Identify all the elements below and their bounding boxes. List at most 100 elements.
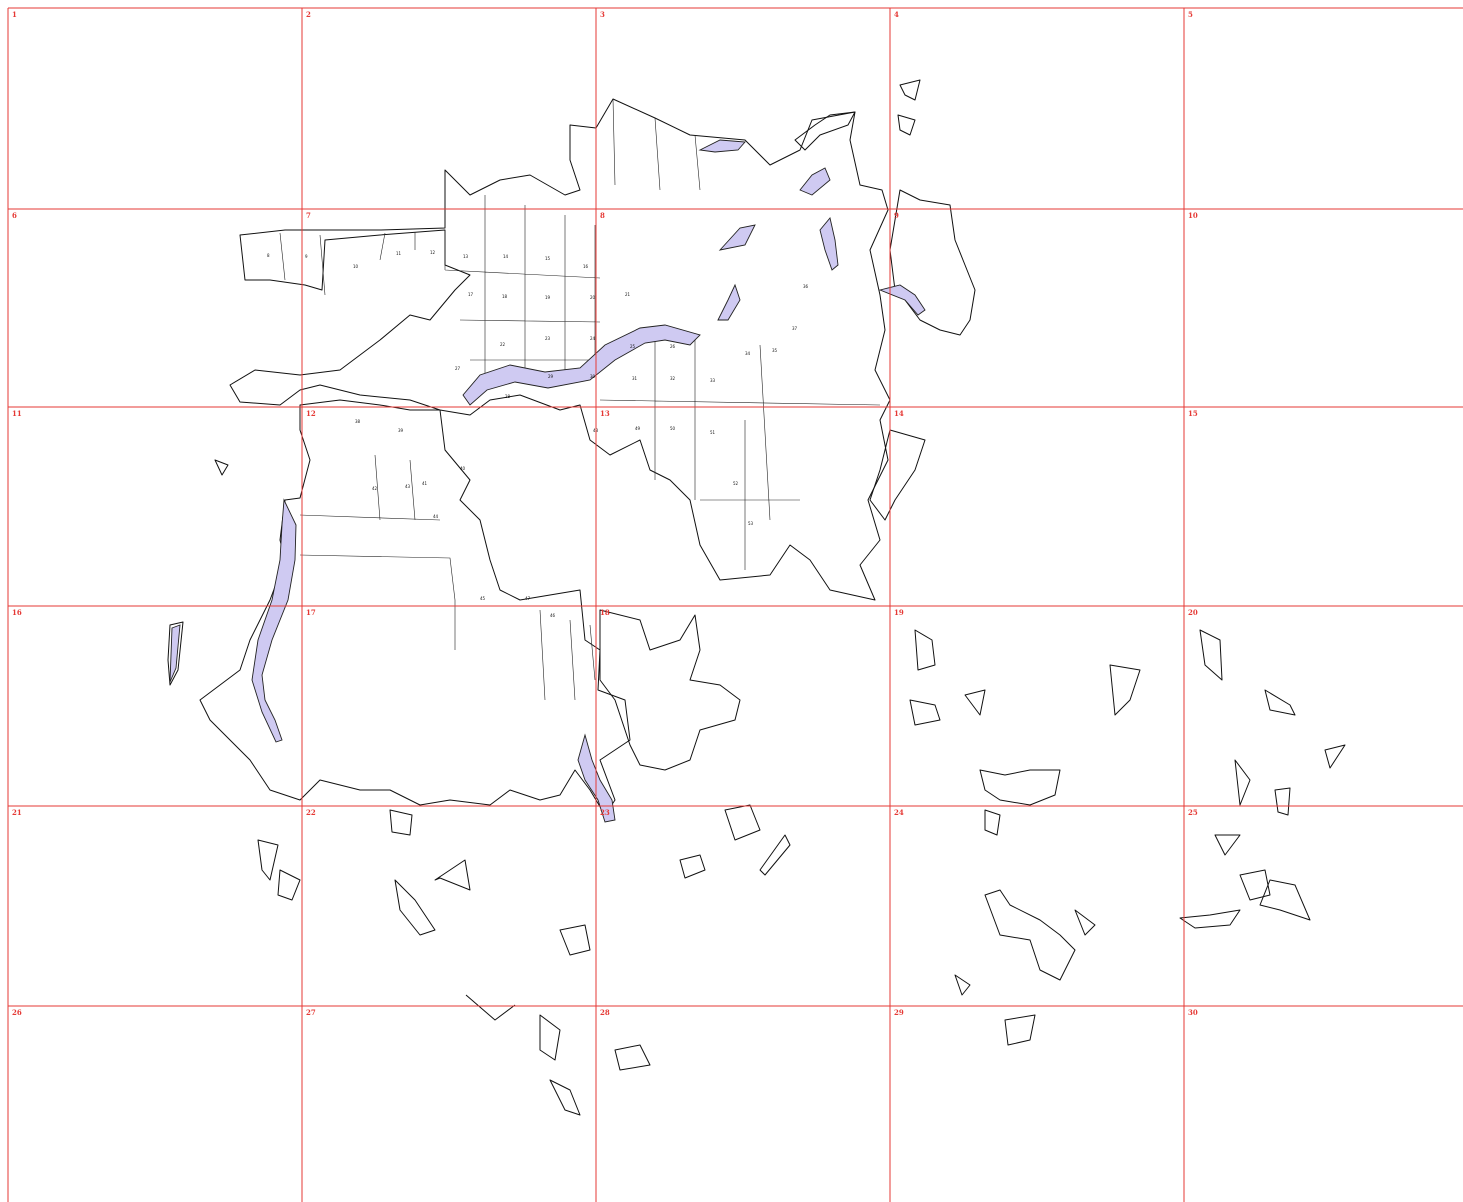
parcel-outline bbox=[167, 621, 184, 686]
parcel-outline bbox=[1179, 909, 1241, 929]
parcel-outline bbox=[199, 399, 631, 816]
grid-cell-number: 4 bbox=[894, 10, 899, 19]
parcel-number-label: 38 bbox=[355, 419, 361, 424]
parcel-number-label: 36 bbox=[803, 284, 809, 289]
grid-cell-number: 18 bbox=[600, 608, 610, 617]
grid-cell-number: 26 bbox=[12, 1008, 22, 1017]
grid-cell-number: 21 bbox=[12, 808, 22, 817]
river bbox=[251, 498, 297, 743]
parcel-number-label: 31 bbox=[632, 376, 638, 381]
grid-cell-number: 29 bbox=[894, 1008, 904, 1017]
grid-cell-number: 2 bbox=[306, 10, 311, 19]
parcel-number-label: 35 bbox=[772, 348, 778, 353]
parcel-number-label: 42 bbox=[372, 486, 378, 491]
parcel-number-label: 51 bbox=[710, 430, 716, 435]
parcel-number-label: 24 bbox=[590, 336, 596, 341]
parcel-number-label: 25 bbox=[630, 344, 636, 349]
parcel-number-label: 34 bbox=[745, 351, 751, 356]
grid-cell-number: 7 bbox=[306, 211, 311, 220]
parcel-number-label: 39 bbox=[398, 428, 404, 433]
parcel-outline bbox=[869, 429, 926, 521]
parcel-number-label: 12 bbox=[430, 250, 436, 255]
grid-cell-number: 3 bbox=[600, 10, 605, 19]
parcel-outline bbox=[1109, 664, 1141, 716]
parcel-outline bbox=[759, 834, 791, 876]
parcel-number-label: 14 bbox=[503, 254, 509, 259]
parcel-outline bbox=[1074, 909, 1096, 936]
parcel-outline bbox=[389, 809, 413, 836]
grid-cell-number: 25 bbox=[1188, 808, 1198, 817]
parcel-number-label: 18 bbox=[502, 294, 508, 299]
grid-cell-number: 20 bbox=[1188, 608, 1198, 617]
parcel-outline bbox=[954, 974, 971, 996]
parcel-outline bbox=[229, 98, 891, 601]
river bbox=[718, 224, 756, 251]
parcel-outline bbox=[465, 994, 516, 1021]
parcel-outline bbox=[1004, 1014, 1036, 1046]
parcel-outline bbox=[549, 1079, 581, 1116]
parcel-outline bbox=[434, 859, 471, 891]
grid-cell-number: 12 bbox=[306, 409, 316, 418]
parcel-layer bbox=[167, 79, 1346, 1116]
grid-cell-number: 17 bbox=[306, 608, 316, 617]
grid-cell-number: 14 bbox=[894, 409, 904, 418]
parcel-number-label: 15 bbox=[545, 256, 551, 261]
parcel-outline bbox=[599, 609, 741, 771]
parcel-number-label: 27 bbox=[455, 366, 461, 371]
parcel-outline bbox=[679, 854, 706, 879]
river bbox=[698, 139, 746, 153]
lot-lines bbox=[279, 98, 881, 570]
parcel-outline bbox=[914, 629, 936, 671]
parcel-number-label: 29 bbox=[548, 374, 554, 379]
grid-cell-number: 11 bbox=[12, 409, 22, 418]
parcel-outline bbox=[899, 79, 921, 101]
parcel-outline bbox=[979, 769, 1061, 806]
parcel-outline bbox=[889, 189, 976, 336]
parcel-number-label: 32 bbox=[670, 376, 676, 381]
parcel-outline bbox=[1199, 629, 1223, 681]
parcel-outline bbox=[277, 869, 301, 901]
parcel-number-label: 23 bbox=[545, 336, 551, 341]
grid-cell-number: 9 bbox=[894, 211, 899, 220]
parcel-outline bbox=[539, 1014, 561, 1061]
parcel-outline bbox=[614, 1044, 651, 1071]
parcel-outline bbox=[1259, 879, 1311, 921]
grid-cell-number: 8 bbox=[600, 211, 605, 220]
parcel-outline bbox=[984, 809, 1001, 836]
grid-cell-number: 22 bbox=[306, 808, 316, 817]
grid-cell-number: 23 bbox=[600, 808, 610, 817]
grid-cell-number: 15 bbox=[1188, 409, 1198, 418]
grid-cell-number: 16 bbox=[12, 608, 22, 617]
river bbox=[799, 167, 831, 196]
parcel-number-label: 43 bbox=[405, 484, 411, 489]
parcel-outline bbox=[1324, 744, 1346, 769]
parcel-outline bbox=[394, 879, 436, 936]
parcel-outline bbox=[964, 689, 986, 716]
parcel-number-label: 20 bbox=[590, 295, 596, 300]
river bbox=[169, 624, 181, 683]
parcel-outline bbox=[1214, 834, 1241, 856]
river bbox=[717, 283, 741, 321]
grid-cell-number: 13 bbox=[600, 409, 610, 418]
parcel-outline bbox=[1274, 787, 1291, 816]
parcel-outline bbox=[909, 699, 941, 726]
lot-lines bbox=[299, 454, 596, 701]
parcel-number-label: 44 bbox=[433, 514, 439, 519]
parcel-label-layer: 8 9 10 11 12 13 14 15 16 17 18 19 20 21 22 23 24 25 26 27 28… bbox=[267, 250, 809, 618]
parcel-number-label: 9 bbox=[305, 254, 308, 259]
parcel-number-label: 47 bbox=[525, 596, 531, 601]
parcel-outline bbox=[897, 114, 916, 136]
river bbox=[878, 284, 926, 316]
parcel-outline bbox=[984, 889, 1076, 981]
parcel-number-label: 17 bbox=[468, 292, 474, 297]
river bbox=[819, 217, 839, 271]
parcel-number-label: 16 bbox=[583, 264, 589, 269]
parcel-number-label: 28 bbox=[505, 394, 511, 399]
parcel-number-label: 37 bbox=[792, 326, 798, 331]
grid-cell-number: 5 bbox=[1188, 10, 1193, 19]
parcel-number-label: 10 bbox=[353, 264, 359, 269]
parcel-number-label: 33 bbox=[710, 378, 716, 383]
parcel-number-label: 50 bbox=[670, 426, 676, 431]
grid-cell-number: 1 bbox=[12, 10, 17, 19]
